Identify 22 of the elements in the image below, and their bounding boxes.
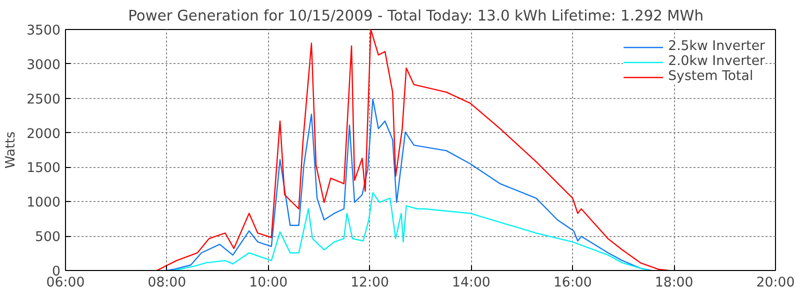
x-tick-label: 08:00	[148, 276, 186, 290]
x-tick-label: 10:00	[249, 276, 288, 290]
y-tick-label: 1500	[26, 161, 61, 176]
chart-title: Power Generation for 10/15/2009 - Total Today: 13.0 kWh Lifetime: 1.292 MWh	[128, 8, 704, 24]
y-tick-label: 2000	[26, 126, 61, 142]
line-series	[166, 98, 652, 270]
x-tick-label: 20:00	[756, 276, 795, 290]
line-series	[156, 30, 670, 270]
line-series	[172, 192, 650, 270]
y-tick-label: 2500	[26, 92, 61, 108]
y-axis-title: Watts	[4, 131, 19, 168]
x-tick-label: 16:00	[553, 276, 592, 290]
legend-label: 2.0kw Inverter	[668, 54, 765, 69]
y-tick-label: 500	[35, 230, 61, 246]
y-tick-label: 1000	[26, 196, 61, 211]
legend-label: 2.5kw Inverter	[668, 39, 765, 54]
x-tick-label: 14:00	[452, 276, 490, 290]
x-tick-label: 12:00	[350, 276, 390, 290]
legend-label: System Total	[668, 69, 754, 84]
x-tick-label: 18:00	[654, 276, 694, 290]
y-tick-label: 3000	[26, 58, 61, 73]
y-tick-label: 3500	[26, 24, 61, 38]
